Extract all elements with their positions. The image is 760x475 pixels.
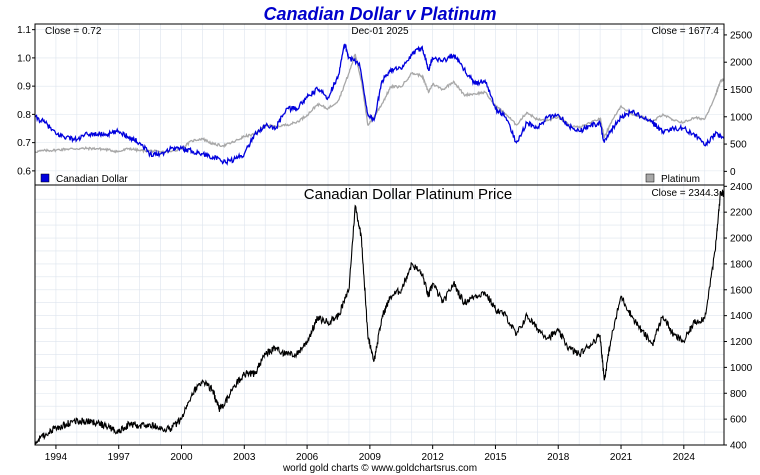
top-left-axis: 0.6 0.7 0.8 0.9 1.0 1.1 [17, 25, 35, 177]
bottom-right-tick-label: 2400 [730, 182, 753, 193]
bottom-right-axis: 400 600 800 1000 1200 1400 1600 1800 2000 2200 240… [724, 182, 753, 452]
platinum-series-line [34, 53, 725, 156]
bottom-right-tick-label: 2200 [730, 208, 753, 219]
cad-platinum-price-line [34, 189, 725, 445]
bottom-right-tick-label: 1000 [730, 363, 753, 374]
bottom-x-axis: 1994 1997 2000 2003 2006 2009 2012 2015 2018 2021… [45, 445, 696, 463]
footer-credit: world gold charts © www.goldchartsrus.co… [282, 463, 477, 474]
bottom-right-tick-label: 2000 [730, 234, 753, 245]
top-left-tick-label: 0.6 [17, 166, 31, 177]
canadian-dollar-series-line [34, 43, 725, 166]
bottom-right-tick-label: 600 [730, 415, 747, 426]
bottom-x-tick-label: 2024 [673, 452, 696, 463]
bottom-x-tick-label: 2009 [359, 452, 382, 463]
top-date-label: Dec-01 2025 [351, 26, 409, 37]
bottom-right-tick-label: 400 [730, 441, 747, 452]
bottom-x-tick-label: 2000 [170, 452, 193, 463]
bottom-x-tick-label: 2021 [610, 452, 633, 463]
bottom-right-tick-label: 1600 [730, 285, 753, 296]
top-left-close-readout: Close = 0.72 [45, 26, 102, 37]
bottom-x-tick-label: 2003 [233, 452, 256, 463]
bottom-x-tick-label: 2012 [422, 452, 445, 463]
top-right-tick-label: 0 [730, 167, 736, 178]
bottom-x-tick-label: 2006 [296, 452, 319, 463]
top-left-tick-label: 0.7 [17, 138, 31, 149]
top-right-tick-label: 2000 [730, 58, 753, 69]
bottom-right-tick-label: 1200 [730, 337, 753, 348]
bottom-x-tick-label: 2015 [484, 452, 507, 463]
bottom-x-tick-label: 2018 [547, 452, 570, 463]
chart-main-title: Canadian Dollar v Platinum [263, 4, 496, 24]
top-right-tick-label: 1000 [730, 112, 753, 123]
top-right-tick-label: 500 [730, 140, 747, 151]
top-right-tick-label: 1500 [730, 85, 753, 96]
legend-swatch-canadian-dollar [40, 173, 50, 183]
bottom-x-tick-label: 1997 [108, 452, 131, 463]
legend-swatch-platinum [645, 173, 655, 183]
top-right-axis: 0 500 1000 1500 2000 2500 [724, 30, 753, 178]
legend-label-platinum: Platinum [661, 174, 700, 185]
bottom-right-tick-label: 1800 [730, 259, 753, 270]
bottom-panel-frame [34, 184, 725, 446]
top-series-layer [34, 43, 725, 166]
bottom-grid [35, 185, 724, 445]
bottom-x-tick-label: 1994 [45, 452, 68, 463]
top-left-tick-label: 1.1 [17, 25, 31, 36]
top-left-tick-label: 1.0 [17, 53, 31, 64]
bottom-series-layer [34, 189, 725, 445]
top-right-close-readout: Close = 1677.4 [651, 26, 719, 37]
bottom-chart-title: Canadian Dollar Platinum Price [304, 186, 512, 203]
bottom-right-tick-label: 1400 [730, 311, 753, 322]
top-left-tick-label: 0.8 [17, 110, 31, 121]
top-grid [35, 24, 724, 185]
top-left-tick-label: 0.9 [17, 82, 31, 93]
bottom-close-readout: Close = 2344.3 [651, 188, 719, 199]
legend-label-canadian-dollar: Canadian Dollar [56, 174, 128, 185]
top-right-tick-label: 2500 [730, 30, 753, 41]
bottom-right-tick-label: 800 [730, 389, 747, 400]
